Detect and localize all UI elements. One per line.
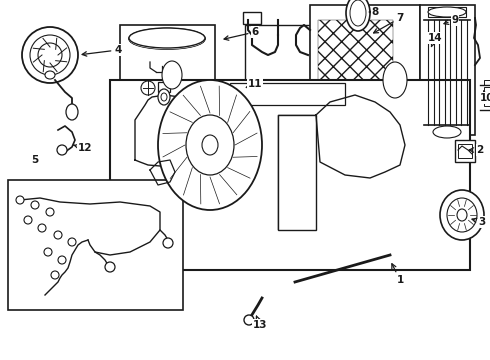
- Bar: [484, 87, 490, 92]
- Ellipse shape: [440, 190, 484, 240]
- Ellipse shape: [161, 93, 167, 101]
- Ellipse shape: [433, 126, 461, 138]
- Bar: [318, 20, 393, 115]
- Ellipse shape: [105, 262, 115, 272]
- Text: 14: 14: [428, 33, 442, 46]
- Bar: [428, 7, 466, 17]
- Text: 9: 9: [444, 15, 459, 25]
- Ellipse shape: [16, 196, 24, 204]
- Bar: [484, 80, 490, 85]
- Bar: [420, 5, 475, 135]
- Ellipse shape: [30, 35, 70, 75]
- Ellipse shape: [54, 231, 62, 239]
- Ellipse shape: [66, 104, 78, 120]
- Ellipse shape: [58, 256, 66, 264]
- Bar: [158, 82, 170, 92]
- Ellipse shape: [163, 238, 173, 248]
- Bar: [484, 101, 490, 106]
- Ellipse shape: [383, 62, 407, 98]
- Ellipse shape: [31, 201, 39, 209]
- Bar: [278, 115, 316, 230]
- Ellipse shape: [447, 198, 477, 232]
- Ellipse shape: [158, 80, 262, 210]
- Text: 7: 7: [374, 13, 404, 33]
- Text: 1: 1: [392, 264, 404, 285]
- Ellipse shape: [24, 216, 32, 224]
- Ellipse shape: [22, 27, 78, 83]
- Ellipse shape: [202, 135, 218, 155]
- Ellipse shape: [57, 145, 67, 155]
- Ellipse shape: [38, 43, 62, 67]
- Ellipse shape: [141, 81, 155, 95]
- Ellipse shape: [51, 271, 59, 279]
- Text: 13: 13: [253, 316, 267, 330]
- Text: 4: 4: [82, 45, 122, 56]
- Text: 3: 3: [472, 217, 486, 227]
- Ellipse shape: [45, 71, 55, 79]
- Text: 2: 2: [469, 145, 484, 155]
- Text: 5: 5: [31, 155, 39, 165]
- Ellipse shape: [129, 29, 205, 49]
- Ellipse shape: [38, 224, 46, 232]
- Bar: [245, 25, 310, 115]
- Ellipse shape: [129, 30, 205, 49]
- Bar: [455, 140, 475, 162]
- Bar: [245, 25, 310, 115]
- Ellipse shape: [244, 315, 254, 325]
- Ellipse shape: [129, 28, 205, 48]
- Bar: [243, 12, 261, 24]
- Text: 12: 12: [74, 143, 92, 153]
- Bar: [278, 115, 316, 230]
- Text: 6: 6: [224, 27, 259, 40]
- Ellipse shape: [350, 0, 366, 26]
- Ellipse shape: [162, 61, 182, 89]
- Text: 8: 8: [369, 7, 379, 17]
- Ellipse shape: [46, 208, 54, 216]
- Bar: [458, 144, 472, 158]
- Bar: [230, 83, 345, 105]
- Text: 10: 10: [480, 91, 490, 103]
- Bar: [8, 180, 183, 310]
- Bar: [120, 25, 215, 105]
- Ellipse shape: [129, 29, 205, 49]
- Ellipse shape: [68, 238, 76, 246]
- Ellipse shape: [129, 28, 205, 49]
- Bar: [110, 80, 470, 270]
- Ellipse shape: [457, 209, 467, 221]
- Ellipse shape: [346, 0, 370, 31]
- Text: 11: 11: [246, 79, 262, 89]
- Bar: [484, 94, 490, 99]
- Ellipse shape: [129, 28, 205, 48]
- Ellipse shape: [44, 248, 52, 256]
- Ellipse shape: [129, 28, 205, 48]
- Ellipse shape: [158, 89, 170, 105]
- Bar: [310, 5, 420, 130]
- Ellipse shape: [428, 7, 466, 17]
- Ellipse shape: [186, 115, 234, 175]
